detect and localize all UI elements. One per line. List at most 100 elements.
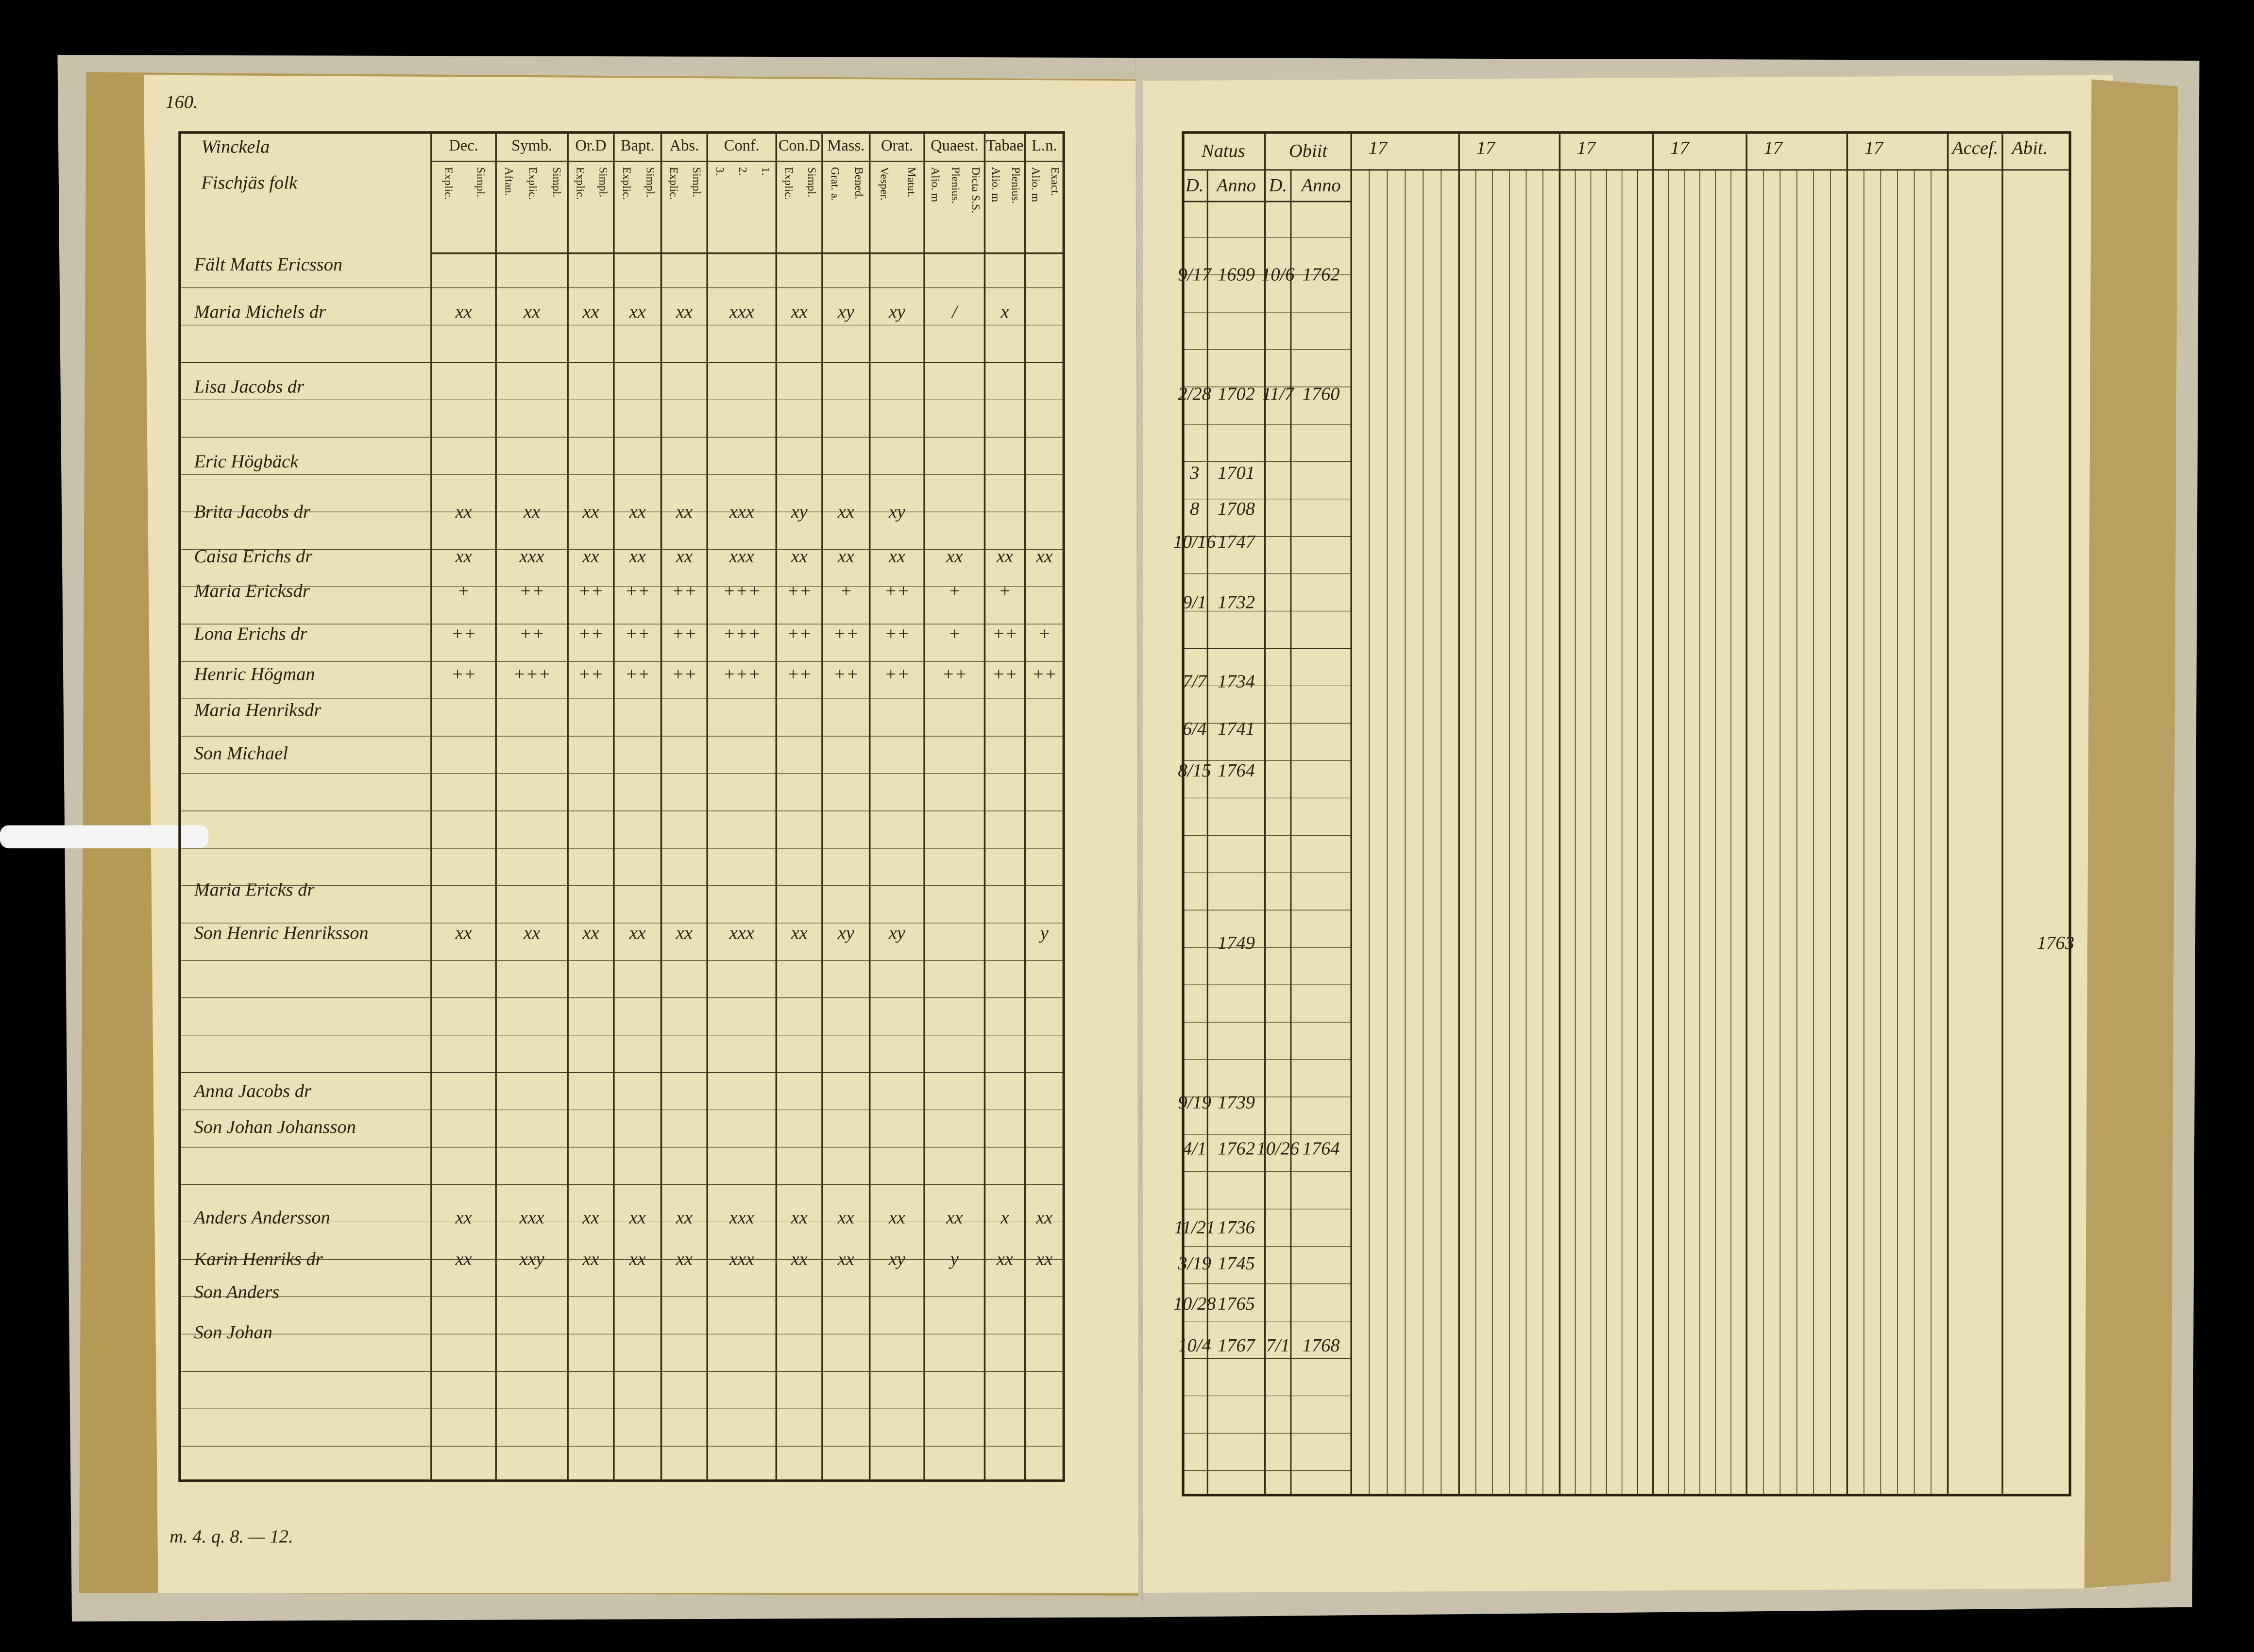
- exam-mark: ++: [451, 624, 476, 644]
- obiit-d: 10/6: [1261, 265, 1295, 285]
- exam-mark: xx: [888, 1207, 905, 1228]
- person-name: Brita Jacobs dr: [194, 502, 311, 522]
- exam-mark: xx: [996, 1249, 1013, 1269]
- year-header: 17: [1369, 138, 1388, 158]
- exam-mark: xx: [791, 1249, 808, 1269]
- exam-mark: xx: [791, 923, 808, 943]
- exam-mark: ++: [625, 664, 650, 685]
- column-subheader: Explic.: [782, 167, 795, 200]
- column-subheader: Explic.: [526, 167, 539, 200]
- exam-mark: xx: [837, 546, 854, 567]
- accessit: 1763: [2037, 933, 2074, 953]
- exam-mark: x: [1000, 1207, 1009, 1228]
- exam-mark: ++: [884, 624, 910, 644]
- exam-mark: ++: [942, 664, 967, 685]
- day-header: D.: [1185, 175, 1203, 196]
- exam-mark: xx: [523, 302, 540, 322]
- exam-mark: xx: [676, 1249, 693, 1269]
- person-name: Lisa Jacobs dr: [194, 377, 305, 397]
- column-subheader: Alio. m: [929, 167, 941, 202]
- column-header: Bapt.: [621, 137, 655, 154]
- exam-mark: xxx: [729, 546, 754, 567]
- exam-mark: xx: [523, 502, 540, 522]
- exam-mark: ++: [578, 624, 604, 644]
- natus-d: 9/17: [1178, 265, 1212, 285]
- exam-mark: +++: [723, 624, 761, 644]
- exam-mark: xx: [629, 1249, 646, 1269]
- column-header: Mass.: [827, 137, 864, 154]
- person-name: Henric Högman: [194, 664, 315, 685]
- person-name: Fält Matts Ericsson: [194, 254, 343, 275]
- exam-mark: +: [1038, 624, 1051, 644]
- accessit-header: Accef.: [1950, 138, 1998, 158]
- exam-mark: xx: [676, 1207, 693, 1228]
- year-header: 17: [1577, 138, 1596, 158]
- person-name: Maria Michels dr: [194, 302, 326, 322]
- exam-mark: ++: [833, 624, 859, 644]
- column-subheader: Alio. m: [1029, 167, 1042, 202]
- exam-mark: xxx: [729, 923, 754, 943]
- natus-d: 11/21: [1174, 1217, 1215, 1238]
- column-subheader: Simpl.: [690, 167, 703, 197]
- exam-mark: xxx: [519, 1207, 544, 1228]
- person-name: Son Henric Henriksson: [194, 923, 369, 943]
- person-name: Caisa Erichs dr: [194, 546, 313, 567]
- exam-mark: xxx: [729, 502, 754, 522]
- exam-mark: xx: [629, 302, 646, 322]
- exam-mark: xx: [996, 546, 1013, 567]
- person-name: Karin Henriks dr: [194, 1249, 323, 1269]
- exam-mark: xx: [946, 546, 963, 567]
- village: Winckela: [201, 136, 270, 157]
- obiit-d: 11/7: [1262, 384, 1295, 404]
- right-page: [1143, 75, 2113, 1593]
- natus-anno: 1767: [1218, 1335, 1256, 1356]
- exam-mark: xx: [837, 1249, 854, 1269]
- natus-d: 3: [1189, 463, 1199, 483]
- person-name: Son Michael: [194, 743, 288, 763]
- exam-mark: ++: [625, 581, 650, 601]
- exam-mark: xx: [888, 546, 905, 567]
- year-header: 17: [1476, 138, 1496, 158]
- column-subheader: Explic.: [442, 167, 455, 200]
- exam-mark: +: [999, 581, 1011, 601]
- column-subheader: 2.: [736, 167, 749, 176]
- exam-mark: xx: [1035, 1207, 1052, 1228]
- person-name: Son Johan: [194, 1322, 272, 1343]
- left-page: [143, 75, 1139, 1593]
- exam-mark: xy: [791, 502, 808, 522]
- column-subheader: Aftan.: [502, 167, 515, 196]
- exam-mark: xxx: [519, 546, 544, 567]
- natus-anno: 1732: [1218, 592, 1255, 613]
- natus-anno: 1739: [1218, 1093, 1255, 1113]
- page-number: 160.: [165, 92, 198, 113]
- exam-mark: ++: [672, 624, 697, 644]
- column-subheader: Grat. a.: [829, 167, 841, 201]
- exam-mark: xx: [582, 546, 599, 567]
- person-name: Anna Jacobs dr: [193, 1081, 312, 1101]
- exam-mark: ++: [578, 581, 604, 601]
- person-name: Maria Henriksdr: [194, 700, 322, 721]
- exam-mark: xy: [888, 502, 906, 522]
- anno-header: Anno: [1300, 175, 1340, 196]
- exam-mark: xx: [837, 502, 854, 522]
- natus-anno: 1699: [1218, 265, 1255, 285]
- table-frame: [1182, 131, 2071, 1497]
- column-header: Quaest.: [931, 137, 979, 154]
- column-header: Tabae: [986, 137, 1023, 154]
- exam-mark: xx: [582, 302, 599, 322]
- column-subheader: Vesper.: [878, 167, 890, 201]
- exam-mark: xx: [791, 302, 808, 322]
- column-subheader: Explic.: [574, 167, 586, 200]
- natus-anno: 1749: [1218, 933, 1255, 953]
- exam-mark: ++: [884, 664, 910, 685]
- exam-mark: +++: [513, 664, 551, 685]
- person-name: Son Johan Johansson: [194, 1117, 356, 1137]
- column-subheader: Simpl.: [805, 167, 818, 197]
- exam-mark: xxx: [729, 1249, 754, 1269]
- obiit-anno: 1768: [1303, 1335, 1340, 1356]
- exam-mark: xx: [455, 502, 472, 522]
- exam-mark: xx: [791, 1207, 808, 1228]
- person-name: Maria Ericksdr: [194, 581, 310, 601]
